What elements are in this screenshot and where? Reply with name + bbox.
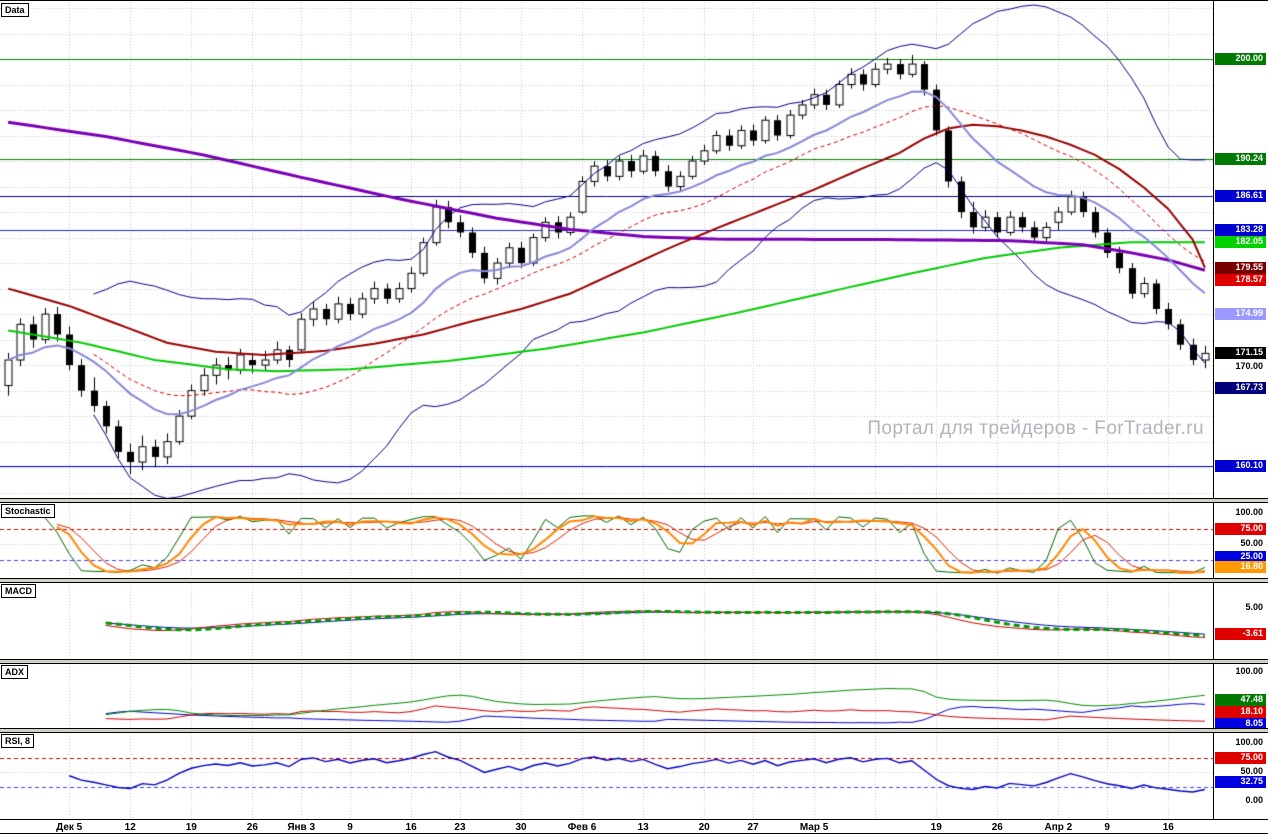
price-scale-label: 5.00 xyxy=(1245,601,1263,612)
price-scale-label: 174.99 xyxy=(1215,308,1266,321)
price-scale-label: 183.28 xyxy=(1215,223,1266,236)
time-axis-label: 13 xyxy=(637,822,649,833)
panel-separator[interactable] xyxy=(0,578,1268,583)
price-scale-label: 100.00 xyxy=(1235,666,1263,676)
price-scale-label: 75.00 xyxy=(1215,522,1266,535)
price-scale-label: 16.80 xyxy=(1215,560,1266,573)
time-axis-label: 26 xyxy=(991,822,1003,833)
panel-title-main: Data xyxy=(1,3,29,17)
price-scale-label: 32.75 xyxy=(1215,776,1266,788)
price-scale-label: 50.00 xyxy=(1240,766,1263,776)
panel-title-stoch: Stochastic xyxy=(1,504,55,518)
panel-separator[interactable] xyxy=(0,659,1268,664)
time-axis-label: 26 xyxy=(246,822,258,833)
time-axis-label: Дек 5 xyxy=(56,822,83,833)
time-axis-label: 27 xyxy=(747,822,759,833)
time-axis-label: 16 xyxy=(1162,822,1174,833)
price-scale-label: 160.10 xyxy=(1215,460,1266,473)
time-axis-label: 19 xyxy=(930,822,942,833)
panel-separator[interactable] xyxy=(0,728,1268,733)
price-scale-label: 47.48 xyxy=(1215,693,1266,706)
panel-title-adx: ADX xyxy=(1,665,29,679)
price-scale-column[interactable]: 200.00 190.24 186.61 183.28 182.05 179.55 178.… xyxy=(1213,1,1268,819)
price-scale-label: 25.00 xyxy=(1215,550,1266,563)
price-scale-label: 170.00 xyxy=(1235,361,1263,372)
chart-plot-canvas[interactable] xyxy=(0,1,1213,819)
time-axis-label: Апр 2 xyxy=(1044,822,1073,833)
time-axis-label: 30 xyxy=(515,822,527,833)
price-scale-label: 171.15 xyxy=(1215,347,1266,360)
price-scale-label: 18.10 xyxy=(1215,706,1266,719)
price-scale-label: -3.61 xyxy=(1215,628,1266,641)
time-axis-label: 19 xyxy=(185,822,197,833)
price-scale-label: 178.57 xyxy=(1215,273,1266,286)
panel-separator[interactable] xyxy=(0,498,1268,503)
price-scale-label: 190.24 xyxy=(1215,152,1266,165)
time-axis-label: Мар 5 xyxy=(799,822,829,833)
time-axis-label: 9 xyxy=(347,822,353,833)
price-scale-label: 100.00 xyxy=(1235,507,1263,517)
price-scale-label: 0.00 xyxy=(1245,795,1263,805)
price-scale-label: 186.61 xyxy=(1215,189,1266,202)
price-scale-label: 167.73 xyxy=(1215,382,1266,395)
time-axis-label: Фев 6 xyxy=(567,822,597,833)
price-scale-label: 179.55 xyxy=(1215,261,1266,274)
price-scale-label: 8.05 xyxy=(1215,717,1266,730)
price-scale-label: 200.00 xyxy=(1215,53,1266,65)
price-scale-label: 182.05 xyxy=(1215,236,1266,249)
panel-title-macd: MACD xyxy=(1,584,36,598)
time-axis-label: 12 xyxy=(124,822,136,833)
price-scale-label: 75.00 xyxy=(1215,751,1266,764)
price-scale-label: 100.00 xyxy=(1235,737,1263,747)
panel-title-rsi: RSI, 8 xyxy=(1,734,35,748)
time-axis-label: 9 xyxy=(1104,822,1110,833)
time-axis-label: 20 xyxy=(698,822,710,833)
time-axis-label: 23 xyxy=(454,822,466,833)
time-axis[interactable]: Дек 5 12 19 26 Янв 3 9 16 23 30 Фев 6 13 20 27 Мар 5 1… xyxy=(0,819,1268,833)
time-axis-label: 16 xyxy=(405,822,417,833)
time-axis-label: Янв 3 xyxy=(287,822,316,833)
price-scale-label: 50.00 xyxy=(1240,538,1263,548)
